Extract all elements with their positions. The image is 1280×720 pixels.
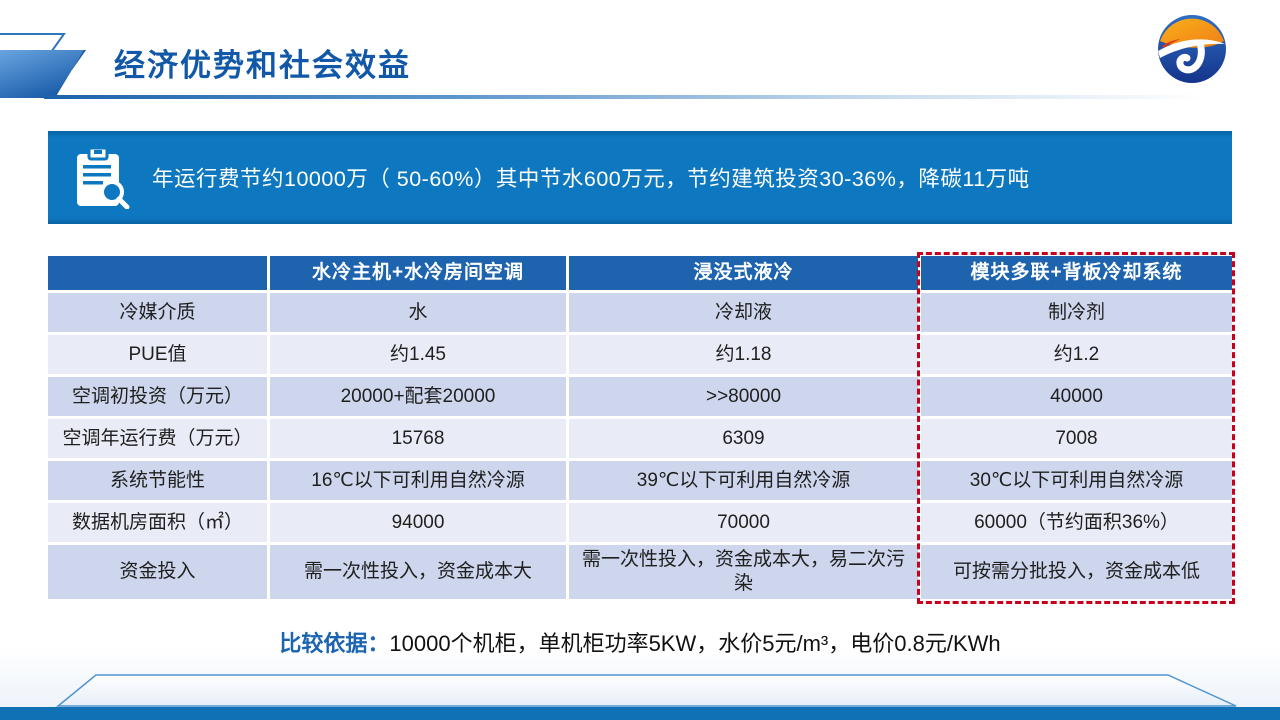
column-header: 模块多联+背板冷却系统 [921, 256, 1232, 290]
table-cell: 39℃以下可利用自然冷源 [569, 461, 918, 500]
table-cell: 16℃以下可利用自然冷源 [270, 461, 566, 500]
table-cell: 需一次性投入，资金成本大 [270, 545, 566, 599]
table-cell: 制冷剂 [921, 293, 1232, 332]
table-cell: 70000 [569, 503, 918, 542]
summary-banner: 年运行费节约10000万（ 50-60%）其中节水600万元，节约建筑投资30-… [48, 131, 1232, 224]
corner-decoration [0, 33, 86, 98]
table-cell: 94000 [270, 503, 566, 542]
page-title: 经济优势和社会效益 [114, 48, 411, 83]
footnote: 比较依据：10000个机柜，单机柜功率5KW，水价5元/m³，电价0.8元/KW… [0, 626, 1280, 658]
table-cell: 15768 [270, 419, 566, 458]
company-logo [1158, 15, 1226, 83]
table-cell: 冷却液 [569, 293, 918, 332]
table-cell: 约1.45 [270, 335, 566, 374]
table-cell: 20000+配套20000 [270, 377, 566, 416]
row-label: 数据机房面积（㎡） [48, 503, 267, 542]
table-cell: 可按需分批投入，资金成本低 [921, 545, 1232, 599]
row-label: 冷媒介质 [48, 293, 267, 332]
table-cell: 约1.2 [921, 335, 1232, 374]
table-cell: 水 [270, 293, 566, 332]
column-header [48, 256, 267, 290]
clipboard-search-icon [77, 146, 130, 209]
comparison-table: 水冷主机+水冷房间空调 浸没式液冷 模块多联+背板冷却系统 冷媒介质 水 冷却液… [48, 256, 1232, 599]
row-label: PUE值 [48, 335, 267, 374]
row-label: 空调初投资（万元） [48, 377, 267, 416]
title-underline [44, 95, 1244, 99]
table-cell: 6309 [569, 419, 918, 458]
row-label: 空调年运行费（万元） [48, 419, 267, 458]
bottom-bar-decoration [0, 707, 1280, 720]
column-header: 水冷主机+水冷房间空调 [270, 256, 566, 290]
row-label: 系统节能性 [48, 461, 267, 500]
footnote-label: 比较依据： [279, 631, 390, 656]
bottom-trapezoid-decoration [55, 674, 1237, 707]
table-cell: >>80000 [569, 377, 918, 416]
row-label: 资金投入 [48, 545, 267, 599]
table-cell: 需一次性投入，资金成本大，易二次污染 [569, 545, 918, 599]
summary-text: 年运行费节约10000万（ 50-60%）其中节水600万元，节约建筑投资30-… [152, 167, 1030, 191]
column-header: 浸没式液冷 [569, 256, 918, 290]
table-cell: 30℃以下可利用自然冷源 [921, 461, 1232, 500]
table-cell: 60000（节约面积36%） [921, 503, 1232, 542]
footnote-text: 10000个机柜，单机柜功率5KW，水价5元/m³，电价0.8元/KWh [389, 631, 1001, 656]
table-cell: 7008 [921, 419, 1232, 458]
table-cell: 40000 [921, 377, 1232, 416]
table-cell: 约1.18 [569, 335, 918, 374]
